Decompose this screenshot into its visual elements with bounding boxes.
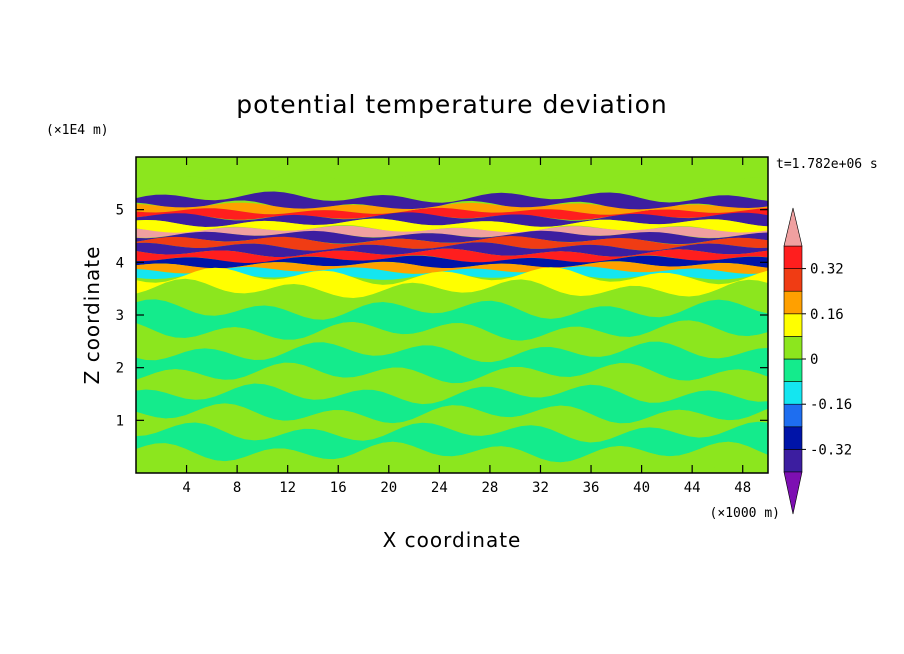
contour-band xyxy=(136,255,768,269)
y-tick-label: 5 xyxy=(116,203,124,219)
x-tick-label: 16 xyxy=(330,480,347,496)
contour-band xyxy=(136,278,768,320)
contour-band xyxy=(136,403,768,443)
contour-band xyxy=(136,248,768,264)
contour-band xyxy=(136,191,768,212)
y-unit-label: (×1E4 m) xyxy=(46,123,109,138)
y-tick-label: 4 xyxy=(116,255,124,271)
x-tick-label: 28 xyxy=(481,480,498,496)
contour-band xyxy=(136,170,768,208)
y-tick-label: 2 xyxy=(116,361,124,377)
x-axis: 4 8 12 16 20 24 28 32 36 40 44 48 xyxy=(182,157,751,496)
colorbar-box xyxy=(783,268,803,292)
x-tick-label: 24 xyxy=(431,480,448,496)
x-tick-label: 32 xyxy=(532,480,549,496)
x-axis-label: X coordinate xyxy=(383,528,522,552)
colorbar-box xyxy=(783,449,803,473)
contour-band xyxy=(136,157,768,192)
x-tick-label: 40 xyxy=(633,480,650,496)
y-axis: 1 2 3 4 5 xyxy=(116,203,768,429)
contour-band xyxy=(136,383,768,424)
contour-band xyxy=(136,267,768,298)
colorbar-upper-arrow xyxy=(783,207,803,247)
colorbar-box xyxy=(783,336,803,360)
y-axis-label: Z coordinate xyxy=(80,246,104,385)
colorbar-box xyxy=(783,403,803,428)
colorbar-label: 0.32 xyxy=(810,262,844,278)
colorbar-label: 0 xyxy=(810,352,818,368)
contour-band xyxy=(136,212,768,227)
x-tick-label: 44 xyxy=(684,480,701,496)
colorbar-box xyxy=(783,245,803,269)
x-unit-label: (×1000 m) xyxy=(710,506,780,521)
y-tick-label: 1 xyxy=(116,413,124,429)
contour-band xyxy=(136,218,768,234)
contour-band xyxy=(136,236,768,251)
contour-band xyxy=(136,261,768,274)
x-tick-label: 20 xyxy=(380,480,397,496)
contour-band xyxy=(136,421,768,463)
contour-band xyxy=(136,441,768,473)
colorbar-lower-arrow xyxy=(783,471,803,515)
colorbar-label: -0.32 xyxy=(810,442,852,458)
contour-band xyxy=(136,225,768,238)
colorbar-label: 0.16 xyxy=(810,307,844,323)
colorbar-box xyxy=(783,426,803,450)
x-tick-label: 12 xyxy=(279,480,296,496)
contour-band xyxy=(136,341,768,384)
colorbar-box xyxy=(783,381,803,405)
colorbar-box xyxy=(783,290,803,315)
chart-title: potential temperature deviation xyxy=(236,90,667,119)
x-tick-label: 48 xyxy=(734,480,751,496)
contour-band xyxy=(136,299,768,341)
time-label: t=1.782e+06 s xyxy=(776,157,878,172)
colorbar-box xyxy=(783,313,803,337)
contour-band xyxy=(136,362,768,405)
colorbar-label: -0.16 xyxy=(810,397,852,413)
contour-band xyxy=(136,202,768,215)
colorbar: 0.32 0.16 0 -0.16 -0.32 xyxy=(783,207,852,515)
contour-band xyxy=(136,320,768,363)
colorbar-box xyxy=(783,358,803,382)
contour-band xyxy=(136,207,768,220)
contour-band xyxy=(136,242,768,257)
x-tick-label: 36 xyxy=(583,480,600,496)
x-tick-label: 8 xyxy=(233,480,241,496)
contour-field xyxy=(136,157,768,473)
contour-band xyxy=(136,230,768,245)
x-tick-label: 4 xyxy=(182,480,190,496)
y-tick-label: 3 xyxy=(116,308,124,324)
